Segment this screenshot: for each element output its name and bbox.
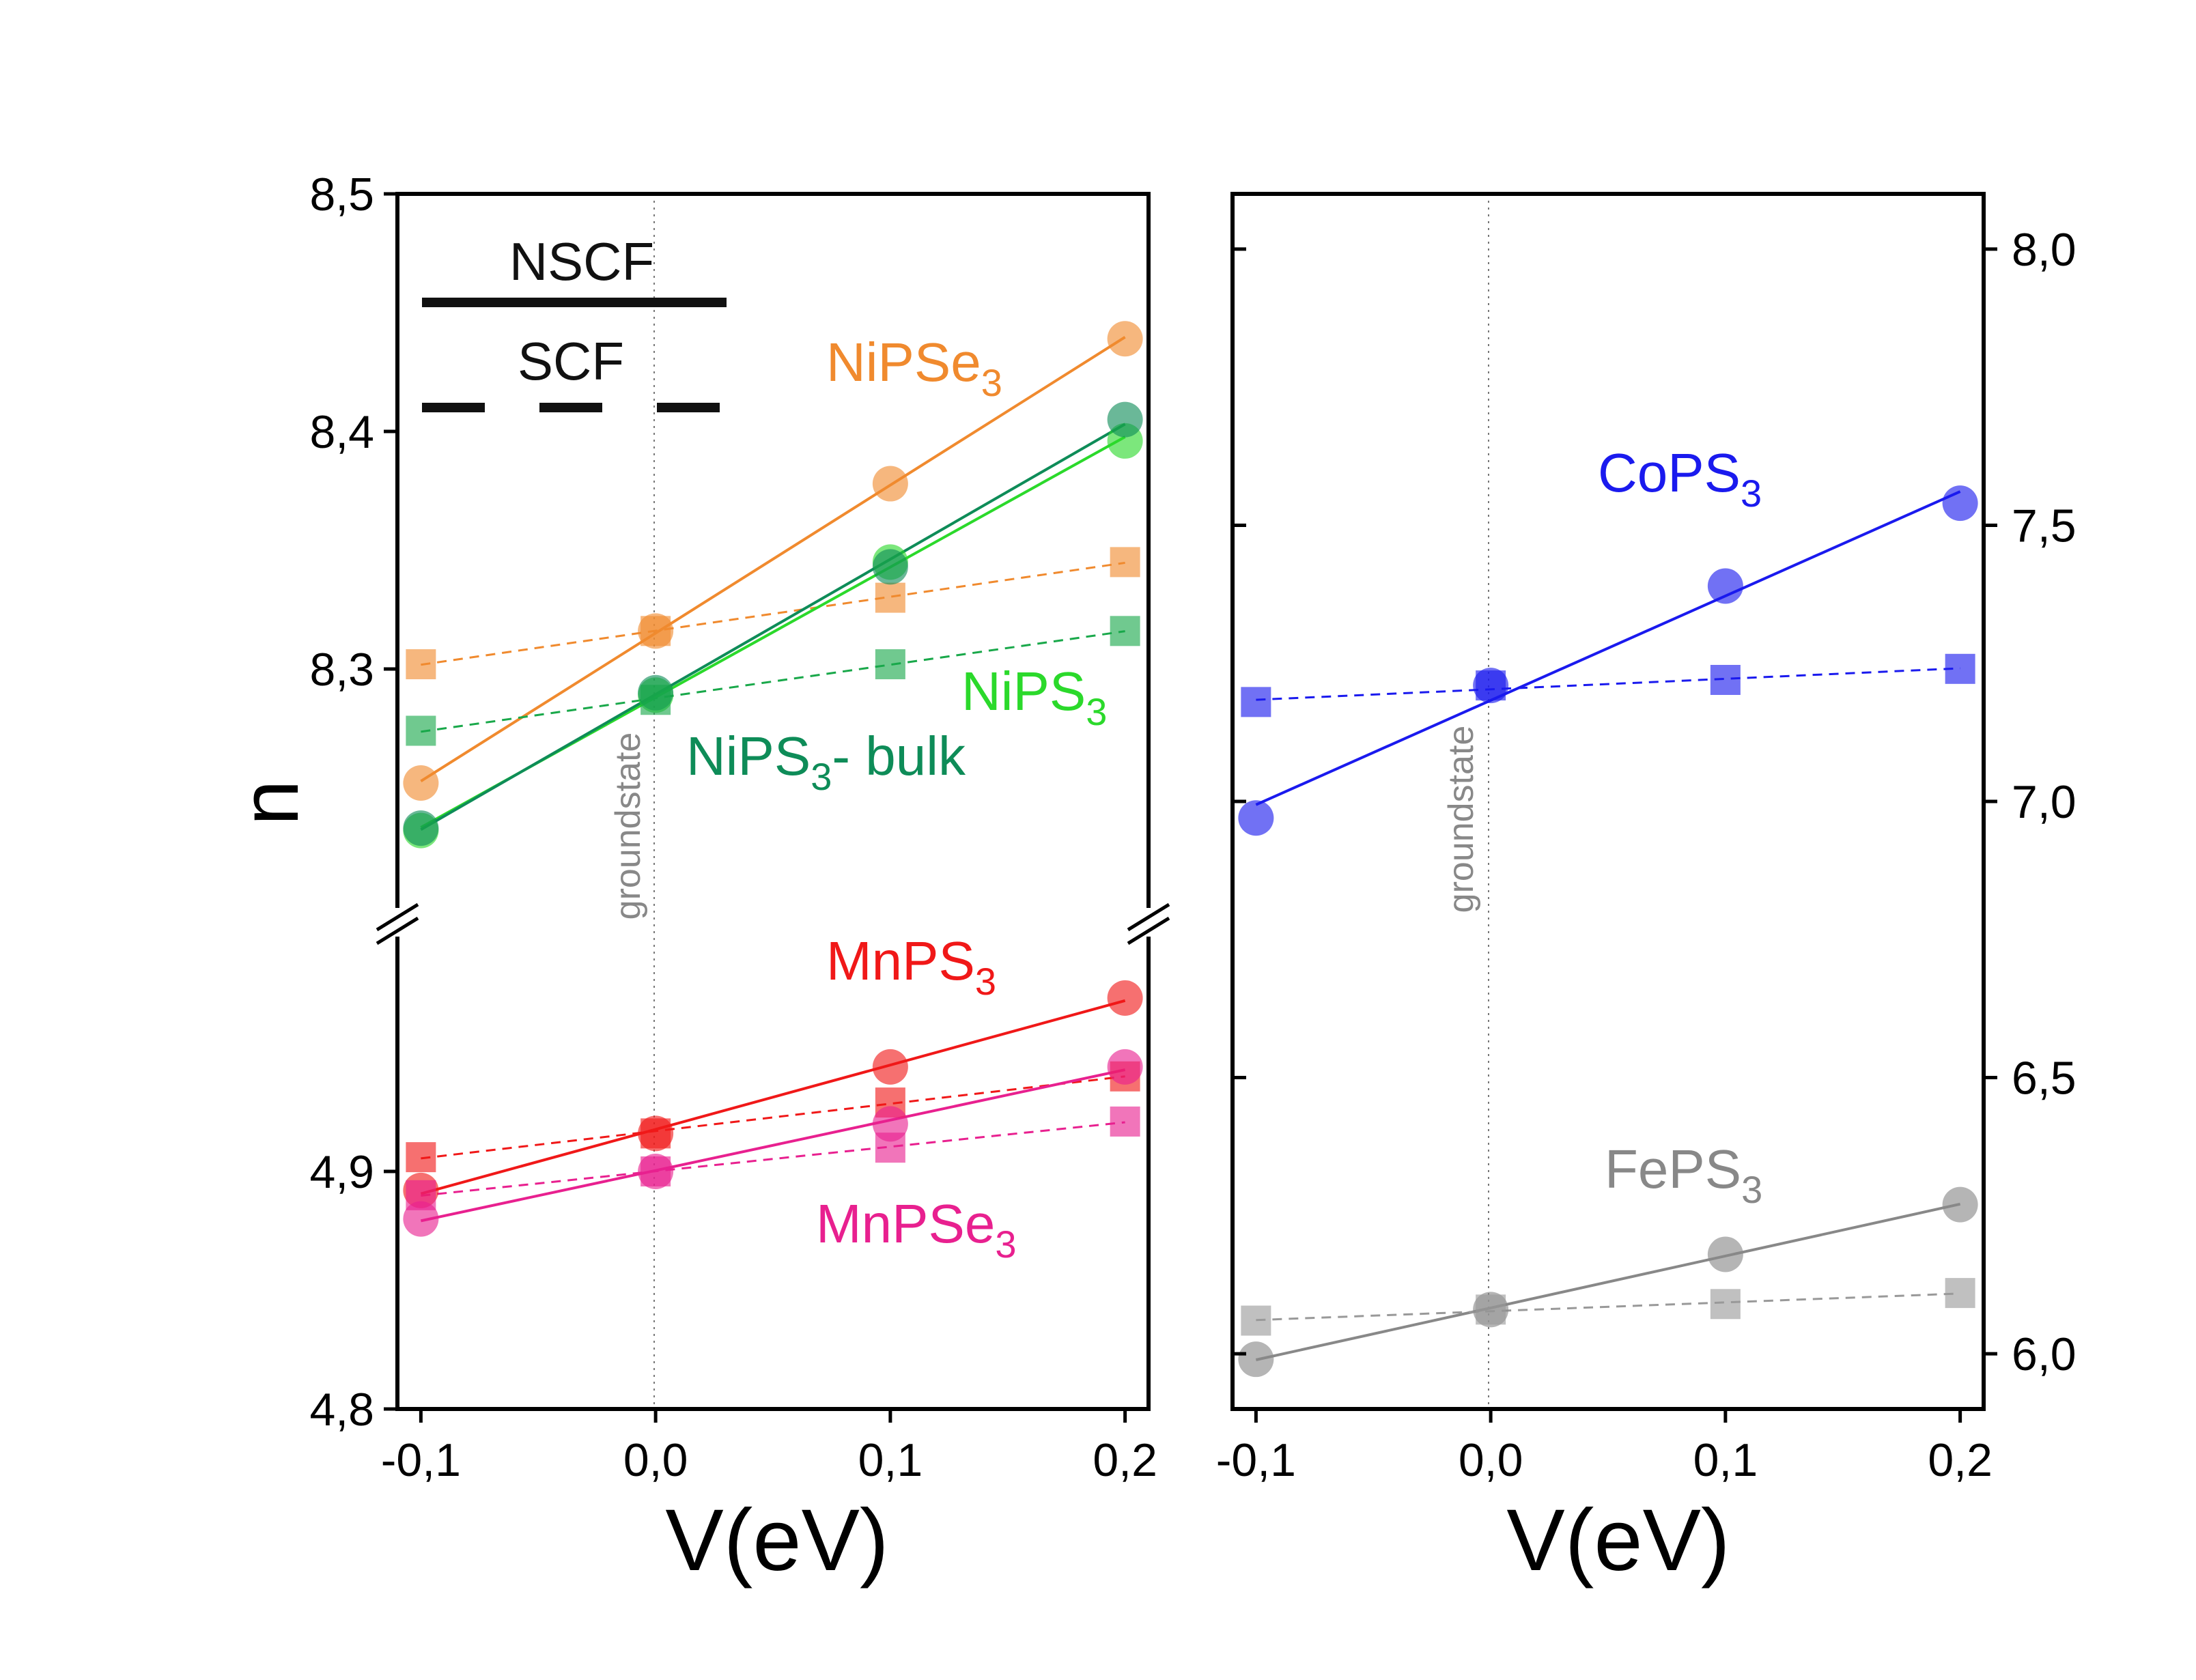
left-axis-break-marks [376,902,1170,945]
x-tick-label-0: -0,1 [381,1434,461,1486]
point-nips3-nscf-1 [640,685,671,715]
left-y-tick-label-0: 8,3 [309,644,374,696]
point-nipse3-2 [872,466,908,502]
right-y-tick-label-0: 6,0 [2012,1328,2077,1380]
x-tick-label-1: 0,0 [1459,1434,1523,1486]
fit-line-mnps3 [420,999,1126,1195]
point-mnps3-nscf-0 [406,1142,436,1173]
point-cops3-nscf-2 [1710,665,1741,695]
label-nips3-bulk: NiPS3- bulk [686,726,966,798]
fit-line-nips3-nscf [421,630,1125,733]
point-nipse3-nscf-2 [875,582,905,613]
label-mnps3: MnPS3 [826,930,996,1003]
fit-line-feps3-nscf [1256,1292,1960,1322]
point-feps3-nscf-0 [1241,1305,1271,1336]
fit-line-feps3 [1255,1202,1961,1361]
label-mnpse3: MnPSe3 [816,1193,1017,1266]
point-mnpse3-3 [1107,1049,1143,1085]
x-tick-label-0: -0,1 [1216,1434,1296,1486]
left-xlabel: V(eV) [665,1492,888,1589]
point-cops3-nscf-1 [1476,670,1506,701]
x-tick-label-2: 0,1 [858,1434,923,1486]
left-panel: groundstate NSCF SCF -0,1 0,0 0,1 0,2 8,3 8,4… [224,169,1170,1589]
point-mnps3-3 [1107,980,1143,1016]
point-nipse3-nscf-1 [640,616,671,646]
point-nips3-nscf-3 [1110,616,1140,646]
left-groundstate-label: groundstate [608,732,648,920]
point-mnpse3-nscf-1 [640,1156,671,1186]
right-xlabel: V(eV) [1506,1492,1730,1589]
point-mnpse3-nscf-3 [1110,1106,1140,1137]
right-y-tick-label-4: 8,0 [2012,224,2077,276]
point-mnps3-2 [872,1049,908,1085]
left-y-tick-label-2: 8,5 [309,169,374,220]
right-groundstate-label: groundstate [1441,726,1481,913]
legend-scf-label: SCF [518,331,624,391]
left-y-tick-label-1: 8,4 [309,406,374,458]
point-nips3-bulk-2 [872,549,908,585]
right-y-tick-label-2: 7,0 [2012,776,2077,828]
fit-line-mnpse3-nscf [421,1121,1125,1197]
point-feps3-nscf-3 [1945,1278,1975,1309]
point-nipse3-nscf-0 [406,649,436,680]
fit-line-cops3 [1255,490,1961,806]
point-cops3-2 [1707,568,1743,604]
point-feps3-2 [1707,1236,1743,1272]
point-cops3-nscf-3 [1945,653,1975,684]
point-nipse3-nscf-3 [1110,547,1140,578]
point-nipse3-0 [403,765,439,801]
left-y-tick-label-4: 4,9 [309,1146,374,1198]
fit-line-nips3-bulk [420,423,1126,831]
point-mnps3-nscf-1 [640,1118,671,1149]
fit-line-nipse3 [420,336,1126,782]
fit-line-mnps3-nscf [421,1075,1125,1160]
point-feps3-0 [1238,1341,1274,1378]
fit-line-mnpse3 [420,1068,1126,1223]
point-cops3-0 [1238,800,1274,836]
x-tick-label-2: 0,1 [1693,1434,1758,1486]
point-nipse3-3 [1107,321,1143,357]
left-ylabel: n [224,780,315,826]
point-nips3-bulk-0 [403,810,439,846]
x-tick-label-3: 0,2 [1928,1434,1993,1486]
point-cops3-3 [1942,485,1978,522]
point-nips3-bulk-3 [1107,401,1143,438]
point-mnpse3-nscf-0 [406,1180,436,1210]
label-cops3: CoPS3 [1598,442,1762,515]
left-y-tick-label-3: 4,8 [309,1384,374,1436]
point-feps3-3 [1942,1186,1978,1223]
fit-line-cops3-nscf [1256,667,1960,701]
label-feps3: FePS3 [1605,1139,1762,1211]
point-nips3-nscf-2 [875,649,905,680]
label-nipse3: NiPSe3 [826,332,1002,404]
x-tick-label-3: 0,2 [1093,1434,1157,1486]
label-nips3: NiPS3 [961,661,1107,733]
right-y-tick-label-1: 6,5 [2012,1053,2077,1105]
point-nips3-nscf-0 [406,715,436,746]
point-cops3-nscf-0 [1241,687,1271,717]
point-feps3-nscf-1 [1476,1294,1506,1325]
legend-nscf-label: NSCF [509,231,654,291]
right-y-tick-label-3: 7,5 [2012,500,2077,552]
x-tick-label-1: 0,0 [623,1434,688,1486]
point-feps3-nscf-2 [1710,1289,1741,1320]
right-panel: groundstate -0,1 0,0 0,1 0,2 6,0 6,5 7,0 7,5 8,0… [1216,192,2077,1589]
point-mnpse3-nscf-2 [875,1133,905,1163]
fit-line-nipse3-nscf [421,561,1125,666]
